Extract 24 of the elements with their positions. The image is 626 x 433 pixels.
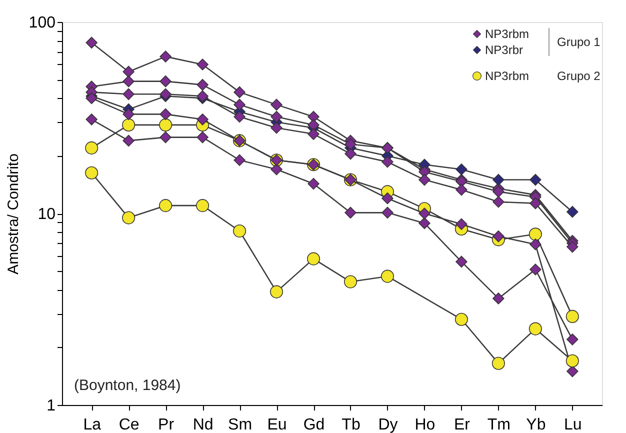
annotation: Grupo 1 [557, 35, 601, 49]
x-tick-label: Ho [414, 416, 436, 433]
y-tick-label: 10 [38, 206, 56, 223]
legend-label: NP3rbr [485, 43, 524, 57]
annotation: (Boynton, 1984) [74, 377, 181, 394]
x-tick-label: La [83, 416, 102, 433]
x-tick-label: Tb [342, 416, 360, 433]
x-tick-label: Er [454, 416, 471, 433]
x-tick-label: Sm [228, 416, 252, 433]
x-tick-label: Lu [564, 416, 582, 433]
y-tick-label: 100 [28, 14, 56, 32]
x-tick-label: Nd [192, 416, 214, 433]
x-tick-label: Eu [267, 416, 287, 433]
x-tick-label: Yb [526, 416, 546, 433]
y-tick-label: 1 [46, 398, 56, 414]
legend-label: NP3rbm [485, 69, 530, 83]
legend-label: NP3rbm [485, 27, 530, 41]
x-tick-label: Pr [158, 416, 175, 433]
x-tick-label: Tm [487, 416, 510, 433]
x-tick-label: Gd [303, 416, 325, 433]
x-tick-label: Ce [118, 416, 140, 433]
x-tick-label: Dy [378, 416, 398, 433]
annotation: Grupo 2 [557, 69, 601, 83]
y-axis-title: Amostra/ Condrito [4, 154, 22, 274]
